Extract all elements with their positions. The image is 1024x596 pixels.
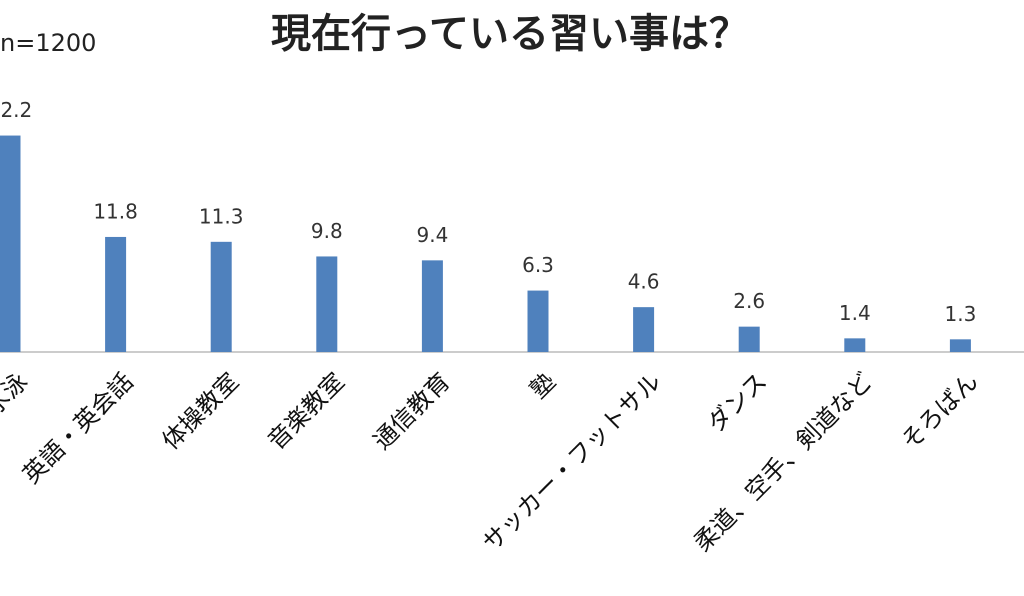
x-tick-label: 塾 — [524, 367, 561, 404]
bar — [527, 290, 549, 352]
bar — [949, 339, 971, 352]
value-label: 6.3 — [522, 253, 554, 277]
x-tick-label: サッカー・フットサル — [477, 367, 667, 557]
bar — [105, 236, 127, 352]
x-tick-label: 音楽教室 — [262, 367, 350, 455]
x-tick-label: 水泳 — [0, 367, 33, 421]
bar — [633, 307, 655, 352]
x-tick-label: 体操教室 — [157, 367, 245, 455]
value-label: 11.8 — [93, 199, 138, 223]
value-label: 1.3 — [944, 302, 976, 326]
bar — [844, 338, 866, 352]
value-label: 1.4 — [839, 301, 871, 325]
x-tick-label: ダンス — [702, 367, 772, 437]
chart-subtitle: n=1200 — [0, 29, 96, 57]
bar — [210, 241, 232, 352]
value-label: 9.8 — [311, 219, 343, 243]
x-tick-label: 柔道、空手、剣道など — [688, 367, 878, 557]
x-tick-label: そろばん — [896, 367, 984, 455]
x-tick-label: 通信教育 — [368, 367, 456, 455]
value-label: 9.4 — [416, 223, 448, 247]
bar — [421, 260, 443, 352]
value-label: 11.3 — [199, 204, 244, 228]
value-label: 2.6 — [733, 289, 765, 313]
bar — [0, 135, 21, 352]
chart-title: 現在行っている習い事は？ — [271, 11, 749, 57]
bar — [738, 326, 760, 352]
value-label: 22.2 — [0, 98, 32, 122]
x-tick-label: 英語・英会話 — [17, 367, 139, 489]
bar — [316, 256, 338, 352]
value-label: 4.6 — [628, 270, 660, 294]
